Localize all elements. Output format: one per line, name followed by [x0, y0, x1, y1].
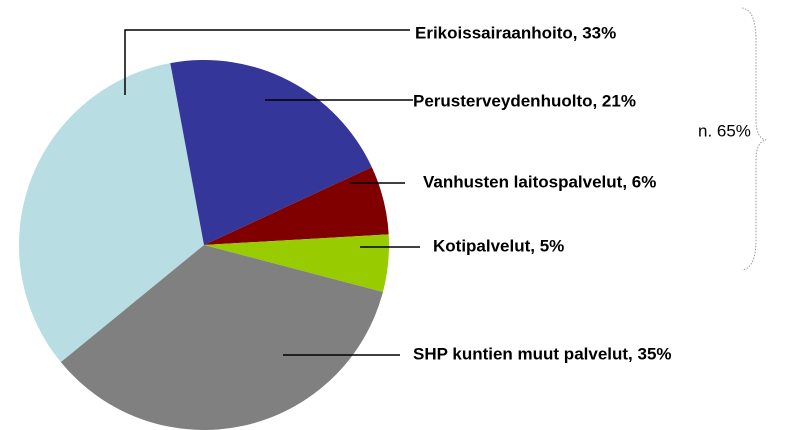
leader-line [124, 29, 410, 95]
pie [18, 60, 389, 430]
bracket [741, 7, 767, 271]
annotation: n. 65% [698, 121, 751, 140]
data-label: Perusterveydenhuolto, 21% [413, 91, 636, 110]
data-label: Erikoissairaanhoito, 33% [415, 23, 616, 42]
slice [170, 60, 372, 246]
data-label: Vanhusten laitospalvelut, 6% [423, 172, 656, 191]
data-label: Kotipalvelut, 5% [433, 236, 564, 255]
data-label: SHP kuntien muut palvelut, 35% [413, 344, 672, 363]
slice [204, 167, 389, 245]
slice [204, 234, 389, 292]
slice [18, 63, 204, 363]
slice [60, 245, 383, 430]
